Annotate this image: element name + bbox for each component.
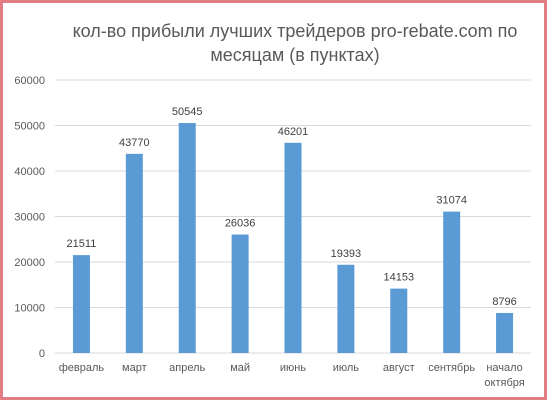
x-tick-label: август — [383, 362, 415, 374]
data-label-3: 50545 — [172, 106, 203, 118]
y-tick-label: 50000 — [14, 121, 45, 133]
bar-2 — [125, 153, 143, 353]
data-label-7: 14153 — [383, 272, 414, 284]
x-axis-ticks: февраль март апрель май июнь июль август сентяб… — [59, 362, 525, 389]
bar-chart: кол-во прибыли лучших трейдеров pro-reba… — [14, 21, 531, 389]
x-tick-label: апрель — [169, 362, 205, 374]
bars — [72, 123, 514, 353]
data-label-1: 21511 — [67, 238, 97, 250]
x-tick-label: октября — [484, 377, 524, 389]
data-label-5: 46201 — [278, 126, 309, 138]
bar-7 — [390, 288, 408, 353]
x-tick-label: сентябрь — [428, 362, 475, 374]
bar-3 — [178, 123, 196, 353]
data-label-9: 8796 — [492, 296, 516, 308]
bar-1 — [72, 255, 90, 353]
bar-9 — [496, 312, 514, 353]
x-tick-label: февраль — [59, 362, 105, 374]
x-tick-label: июнь — [280, 362, 306, 374]
bar-8 — [443, 211, 461, 353]
y-axis-ticks: 0 10000 20000 30000 40000 50000 60000 — [14, 75, 45, 360]
bar-6 — [337, 264, 355, 353]
chart-title-line-1: кол-во прибыли лучших трейдеров pro-reba… — [73, 21, 518, 41]
data-label-4: 26036 — [225, 218, 256, 230]
data-labels: 21511 43770 50545 26036 46201 19393 14153 31074… — [67, 106, 517, 308]
x-tick-label: март — [122, 362, 147, 374]
data-label-2: 43770 — [119, 137, 150, 149]
y-tick-label: 0 — [39, 348, 45, 360]
chart-title: кол-во прибыли лучших трейдеров pro-reba… — [73, 21, 518, 65]
bar-5 — [284, 142, 302, 353]
y-tick-label: 40000 — [14, 166, 45, 178]
x-tick-label: май — [230, 362, 250, 374]
y-tick-label: 30000 — [14, 212, 45, 224]
bar-4 — [231, 234, 249, 353]
y-tick-label: 60000 — [14, 75, 45, 87]
x-tick-label: начало — [486, 362, 522, 374]
y-tick-label: 20000 — [14, 257, 45, 269]
data-label-8: 31074 — [436, 195, 467, 207]
data-label-6: 19393 — [331, 248, 362, 260]
x-tick-label: июль — [333, 362, 360, 374]
chart-title-line-2: месяцам (в пунктах) — [210, 45, 379, 65]
y-tick-label: 10000 — [14, 303, 45, 315]
